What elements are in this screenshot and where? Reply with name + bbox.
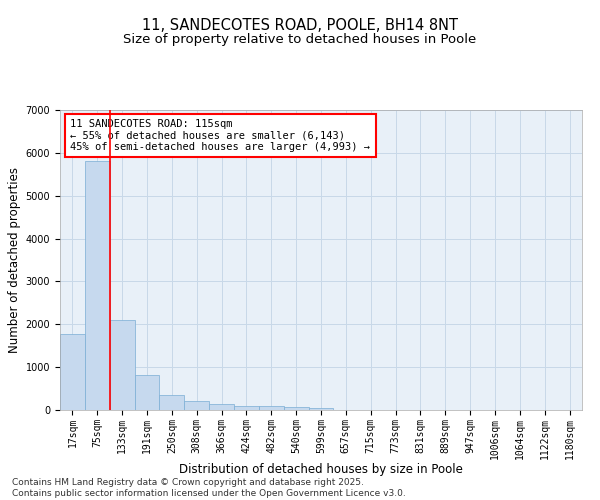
- Bar: [110, 320, 134, 410]
- Text: Contains HM Land Registry data © Crown copyright and database right 2025.
Contai: Contains HM Land Registry data © Crown c…: [12, 478, 406, 498]
- Bar: [259, 406, 284, 410]
- Bar: [60, 334, 85, 410]
- Text: Size of property relative to detached houses in Poole: Size of property relative to detached ho…: [124, 32, 476, 46]
- Bar: [209, 404, 234, 410]
- Bar: [85, 160, 110, 410]
- Bar: [234, 406, 259, 410]
- Text: 11, SANDECOTES ROAD, POOLE, BH14 8NT: 11, SANDECOTES ROAD, POOLE, BH14 8NT: [142, 18, 458, 32]
- Bar: [134, 375, 160, 410]
- Bar: [160, 394, 184, 410]
- Bar: [284, 407, 308, 410]
- Text: 11 SANDECOTES ROAD: 115sqm
← 55% of detached houses are smaller (6,143)
45% of s: 11 SANDECOTES ROAD: 115sqm ← 55% of deta…: [70, 119, 370, 152]
- X-axis label: Distribution of detached houses by size in Poole: Distribution of detached houses by size …: [179, 463, 463, 476]
- Bar: [308, 408, 334, 410]
- Y-axis label: Number of detached properties: Number of detached properties: [8, 167, 22, 353]
- Bar: [184, 401, 209, 410]
